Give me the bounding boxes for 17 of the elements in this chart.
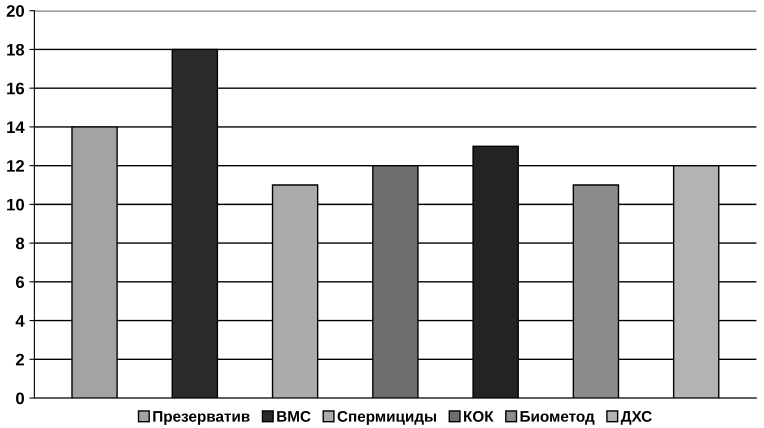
y-tick-label: 4 [16,315,25,327]
y-tick-label: 8 [16,238,24,250]
y-tick-label: 10 [7,198,24,211]
y-tick-label: 2 [16,354,24,366]
y-tick-label: 6 [16,276,24,288]
y-tick-label: 16 [7,82,24,94]
legend-label: ВМС [277,411,311,422]
legend-label: КОК [464,411,494,422]
y-tick-label: 14 [7,121,25,133]
legend-label: Презерватив [153,411,250,425]
y-tick-label: 18 [7,44,24,56]
y-tick-label: 0 [16,392,24,404]
y-tick-label: 20 [6,5,24,17]
legend-label: Спермициды [338,411,436,425]
y-tick-label: 12 [7,160,24,172]
legend-label: ДХС [620,411,652,425]
legend-label: Биометод [520,411,594,425]
